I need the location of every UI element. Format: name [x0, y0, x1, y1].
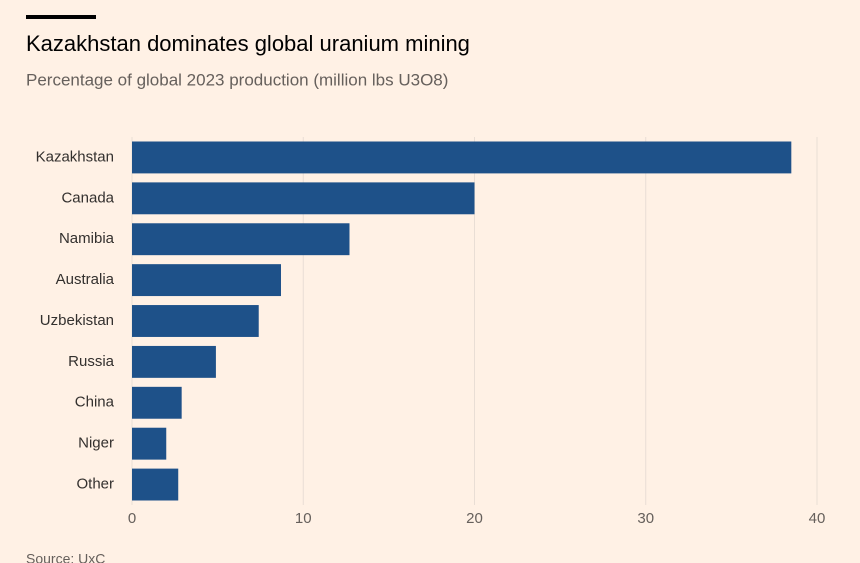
y-tick-label: Canada	[61, 189, 114, 206]
chart-subtitle: Percentage of global 2023 production (mi…	[26, 70, 448, 89]
y-tick-label: Australia	[56, 271, 115, 288]
bar	[132, 386, 182, 419]
y-tick-label: Niger	[78, 435, 114, 452]
x-tick-label: 30	[637, 510, 654, 527]
bar	[132, 223, 350, 256]
x-tick-label: 0	[128, 510, 136, 527]
bar	[132, 305, 259, 337]
title-rule	[26, 15, 96, 19]
y-tick-label: Namibia	[59, 230, 115, 247]
x-tick-label: 10	[295, 510, 312, 527]
y-tick-label: Other	[76, 476, 114, 493]
y-tick-label: Kazakhstan	[36, 148, 114, 165]
bar	[132, 468, 179, 501]
bar	[132, 141, 792, 174]
y-tick-label: China	[75, 394, 115, 411]
y-tick-label: Russia	[68, 353, 115, 370]
bar	[132, 182, 475, 215]
chart-title: Kazakhstan dominates global uranium mini…	[26, 31, 470, 56]
y-tick-label: Uzbekistan	[40, 312, 114, 329]
bar	[132, 264, 281, 297]
bar	[132, 427, 167, 460]
source-note: Source: UxC	[26, 551, 105, 563]
x-tick-label: 40	[809, 510, 826, 527]
bar	[132, 345, 216, 378]
x-tick-label: 20	[466, 510, 483, 527]
